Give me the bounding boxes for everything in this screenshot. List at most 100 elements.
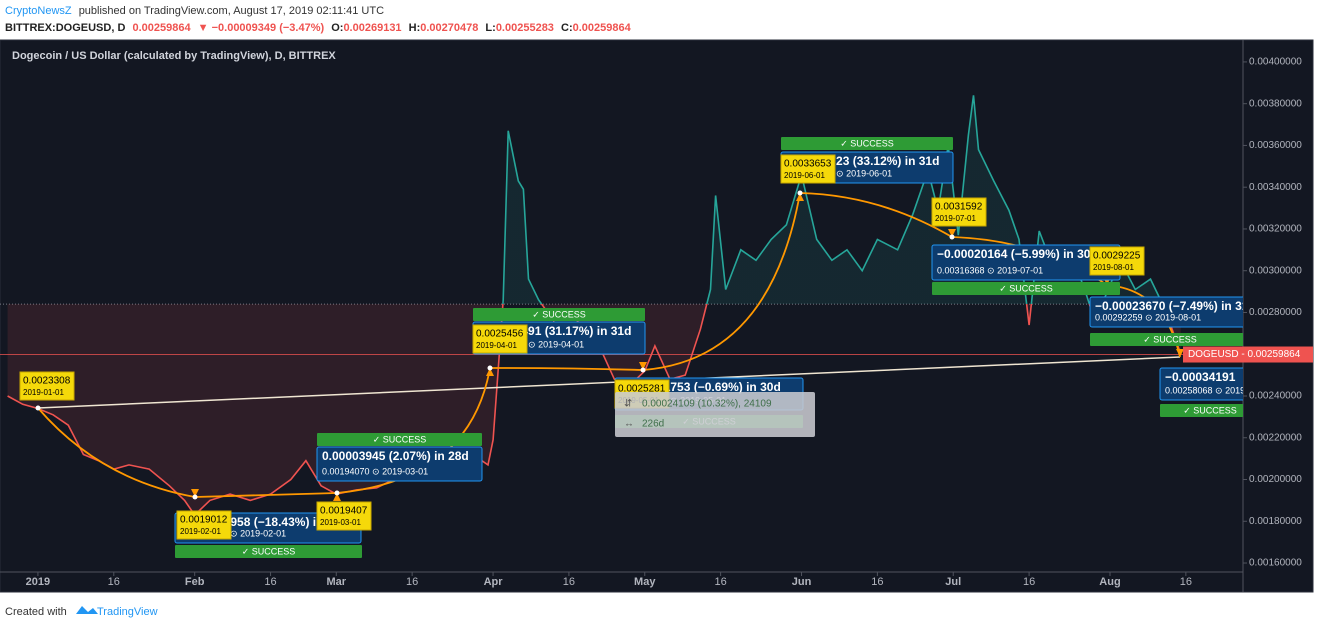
x-tick-label: Feb xyxy=(185,576,205,588)
success-box xyxy=(317,433,482,446)
y-tick-label: 0.00380000 xyxy=(1249,98,1302,109)
change: ▼ −0.00009349 (−3.47%) xyxy=(198,22,325,34)
x-tick-label: Apr xyxy=(484,576,504,588)
price-tag-date: 2019-03-01 xyxy=(320,518,361,527)
footer: Created with xyxy=(5,606,67,618)
measure-box xyxy=(1159,367,1243,401)
anchor-dot xyxy=(949,234,955,240)
price-tag-date: 2019-07-01 xyxy=(935,214,976,223)
x-tick-label: 16 xyxy=(714,576,726,588)
price-tag-price: 0.0019407 xyxy=(320,506,368,517)
arrow-head xyxy=(948,229,956,237)
footer-brand[interactable]: TradingView xyxy=(97,606,158,618)
x-tick-label: 16 xyxy=(264,576,276,588)
success-box xyxy=(1090,333,1243,346)
range-icon: ⇵ xyxy=(624,399,632,410)
ohlc-value: 0.00259864 xyxy=(573,22,632,34)
footer-text: Created with xyxy=(5,606,67,618)
x-tick-label: May xyxy=(634,576,656,588)
y-tick-label: 0.00200000 xyxy=(1249,474,1302,485)
measure-detail: 0.00336531 ⊙ 2019-06-01 xyxy=(786,168,892,178)
header-line: CryptoNewsZ published on TradingView.com… xyxy=(5,5,384,17)
ohlc-value: 0.00269131 xyxy=(343,22,401,34)
price-tag xyxy=(19,371,75,401)
x-tick-label: 16 xyxy=(871,576,883,588)
price-tag xyxy=(472,324,528,354)
measure-change: −0.00020164 (−5.99%) in 30d xyxy=(937,247,1098,261)
success-label: ✓ SUCCESS xyxy=(840,138,894,148)
range-days: 226d xyxy=(642,419,664,430)
price-tag-price: 0.0031592 xyxy=(935,202,983,213)
price-tag-price: 0.0033653 xyxy=(784,159,832,170)
y-tick-label: 0.00360000 xyxy=(1249,140,1302,151)
price-tag-price: 0.0019012 xyxy=(180,515,228,526)
arrow-head xyxy=(333,493,341,501)
x-tick-label: 16 xyxy=(563,576,575,588)
measure-detail: 0.00194070 ⊙ 2019-03-01 xyxy=(322,466,428,476)
price-tag-date: 2019-01-01 xyxy=(23,388,64,397)
price-tag-date: 2019-04-01 xyxy=(476,341,517,350)
measure-detail: 0.00292259 ⊙ 2019-08-01 xyxy=(1095,312,1201,322)
projection-arc xyxy=(799,192,953,238)
arrow-head xyxy=(1176,349,1184,357)
y-tick-label: 0.00160000 xyxy=(1249,558,1302,569)
measure-box xyxy=(316,446,483,482)
success-label: ✓ SUCCESS xyxy=(242,546,296,556)
projection-arc xyxy=(642,192,801,371)
price-tag-price: 0.0029225 xyxy=(1093,251,1141,262)
price-tag xyxy=(780,154,836,184)
anchor-dot xyxy=(640,367,646,373)
arrow-head xyxy=(486,368,494,376)
y-tick-label: 0.00220000 xyxy=(1249,432,1302,443)
price-tag-date: 2019-02-01 xyxy=(180,527,221,536)
measure-change: 0.00003945 (2.07%) in 28d xyxy=(322,449,469,463)
price-tag xyxy=(1089,246,1145,276)
price-tag-date: 2019-08-01 xyxy=(1093,263,1134,272)
plot: ✓ SUCCESS−0.00042958 (−18.43%) in 31d0.0… xyxy=(0,95,1271,558)
ohlc-key: C: xyxy=(561,22,573,34)
anchor-dot xyxy=(35,405,41,411)
y-tick-label: 0.00320000 xyxy=(1249,224,1302,235)
ohlc-value: 0.00270478 xyxy=(420,22,478,34)
range-icon: ↔ xyxy=(624,419,634,430)
price-tag xyxy=(931,197,987,227)
published: published on TradingView.com, August 17,… xyxy=(79,5,384,17)
anchor-dot xyxy=(487,365,493,371)
ohlc-key: O: xyxy=(331,22,343,34)
success-label: ✓ SUCCESS xyxy=(532,309,586,319)
logo xyxy=(76,606,98,614)
measure-detail: 0.00190125 ⊙ 2019-02-01 xyxy=(180,528,286,538)
success-box xyxy=(1160,404,1243,417)
y-tick-label: 0.00340000 xyxy=(1249,182,1302,193)
price-tag xyxy=(176,510,232,540)
ohlc-key: H: xyxy=(409,22,421,34)
success-box xyxy=(781,137,953,150)
measure-change: −0.00034191 xyxy=(1165,370,1236,384)
last-price-box xyxy=(1183,346,1313,363)
x-tick-label: 16 xyxy=(1023,576,1035,588)
author[interactable]: CryptoNewsZ xyxy=(5,5,72,17)
y-tick-label: 0.00280000 xyxy=(1249,307,1302,318)
ohlc-key: L: xyxy=(485,22,495,34)
y-tick-label: 0.00180000 xyxy=(1249,516,1302,527)
x-tick-label: Mar xyxy=(327,576,347,588)
last: 0.00259864 xyxy=(132,22,191,34)
range-change: 0.00024109 (10.32%), 24109 xyxy=(642,399,772,410)
y-tick-label: 0.00240000 xyxy=(1249,391,1302,402)
ohlc-value: 0.00255283 xyxy=(496,22,554,34)
y-tick-label: 0.00400000 xyxy=(1249,57,1302,68)
trend-line xyxy=(37,356,1181,409)
anchor-dot xyxy=(334,490,340,496)
success-label: ✓ SUCCESS xyxy=(373,434,427,444)
success-label: ✓ SUCCESS xyxy=(999,283,1053,293)
price-tag-date: 2019-06-01 xyxy=(784,171,825,180)
y-tick-label: 0.00300000 xyxy=(1249,265,1302,276)
price-tag xyxy=(316,501,372,531)
x-tick-label: 16 xyxy=(406,576,418,588)
measure-detail: 0.00258068 ⊙ 2019-08-16 xyxy=(1165,385,1271,395)
last-price-label: DOGEUSD - 0.00259864 xyxy=(1188,349,1301,360)
success-box xyxy=(932,282,1120,295)
symbol: BITTREX:DOGEUSD, D xyxy=(5,22,125,34)
measure-box xyxy=(1089,296,1243,328)
